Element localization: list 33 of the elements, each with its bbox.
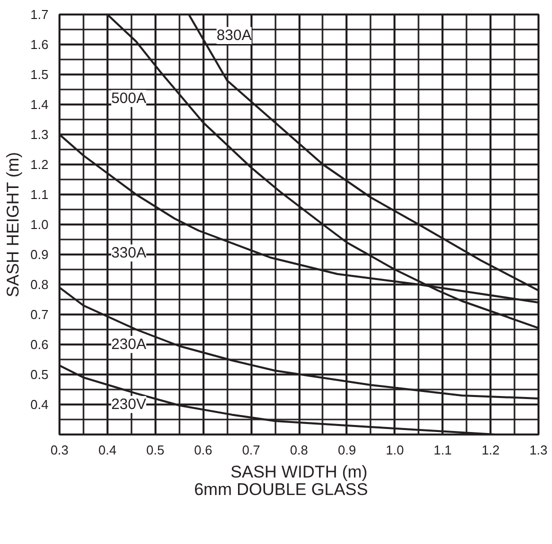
x-tick-label: 1.2 (482, 442, 500, 458)
y-tick-label: 0.5 (30, 367, 49, 382)
y-tick-label: 1.5 (30, 67, 49, 82)
x-tick-label: 0.7 (242, 442, 260, 458)
series-label: 230A (111, 336, 146, 353)
y-axis-title: SASH HEIGHT (m) (3, 152, 22, 298)
series-label: 500A (111, 90, 146, 107)
y-tick-label: 1.4 (30, 97, 49, 112)
y-tick-label: 0.9 (30, 247, 49, 262)
y-tick-label: 0.6 (30, 337, 49, 352)
x-tick-label: 0.5 (146, 442, 164, 458)
y-tick-label: 1.0 (30, 217, 49, 232)
x-tick-label: 0.6 (194, 442, 212, 458)
y-tick-label: 0.8 (30, 277, 49, 292)
y-tick-label: 1.3 (30, 127, 49, 142)
x-tick-label: 0.3 (50, 442, 69, 458)
x-tick-label: 0.8 (290, 442, 308, 458)
x-tick-label: 1.3 (529, 442, 548, 458)
y-tick-label: 1.7 (30, 7, 49, 22)
x-tick-label: 0.4 (98, 442, 116, 458)
y-tick-label: 0.4 (30, 397, 49, 412)
y-tick-label: 1.2 (30, 157, 49, 172)
y-tick-label: 1.6 (30, 37, 49, 52)
x-tick-label: 1.1 (434, 442, 452, 458)
x-tick-label: 0.9 (338, 442, 356, 458)
y-tick-label: 1.1 (30, 187, 49, 202)
series-label: 230V (111, 396, 146, 413)
x-axis-title: SASH WIDTH (m) (230, 462, 368, 482)
text: 1.0 (386, 442, 404, 458)
series-label: 830A (216, 27, 252, 44)
y-tick-label: 0.7 (30, 307, 49, 322)
text: 6mm DOUBLE GLASS (194, 480, 368, 501)
text: 330A (111, 244, 146, 262)
